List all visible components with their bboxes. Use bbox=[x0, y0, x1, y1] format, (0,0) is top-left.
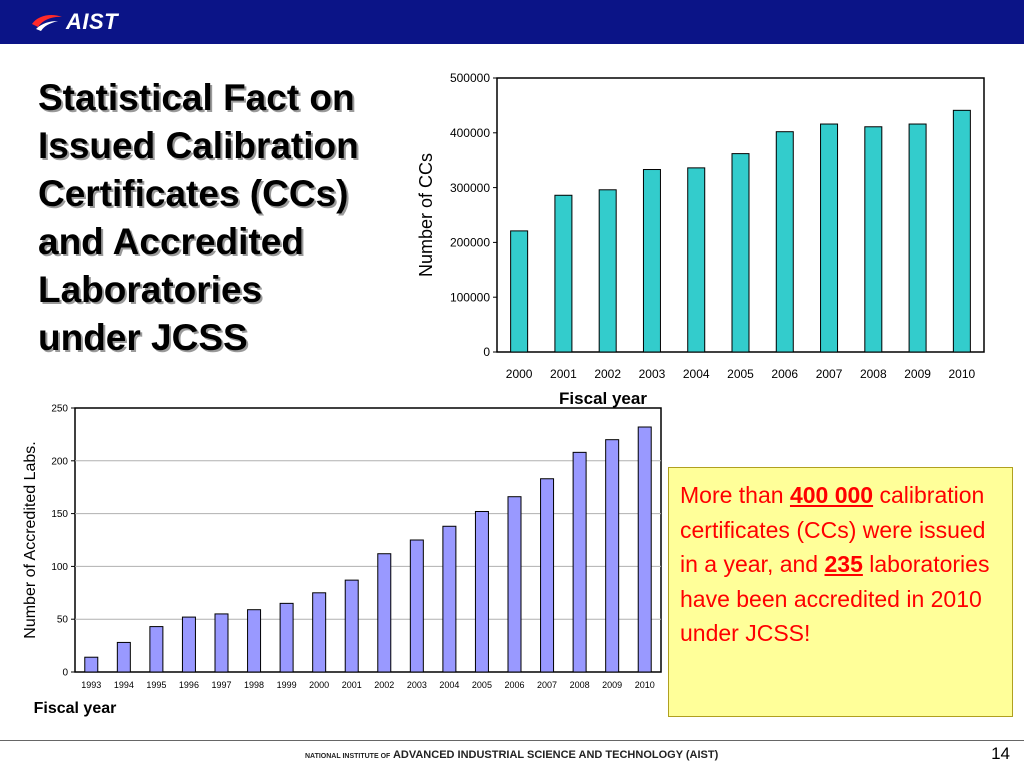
bar bbox=[605, 439, 620, 673]
bar bbox=[642, 169, 661, 353]
plot-area bbox=[74, 407, 662, 673]
bar bbox=[687, 167, 706, 353]
x-tick-label: 2004 bbox=[439, 680, 459, 690]
footer-divider bbox=[0, 740, 1024, 741]
title-line: under JCSS bbox=[38, 317, 248, 358]
bar bbox=[377, 553, 392, 673]
x-tick-label: 2007 bbox=[537, 680, 557, 690]
y-tick-label: 400000 bbox=[450, 126, 490, 140]
title-line: Issued Calibration bbox=[38, 125, 359, 166]
bar bbox=[312, 592, 327, 673]
bar bbox=[181, 616, 196, 673]
callout-text-1: More than bbox=[680, 482, 790, 508]
x-tick-label: 2001 bbox=[550, 367, 577, 381]
y-tick-label: 0 bbox=[483, 345, 490, 359]
title-line: and Accredited bbox=[38, 221, 304, 262]
title-line: Certificates (CCs) bbox=[38, 173, 349, 214]
logo-text: AIST bbox=[66, 9, 119, 34]
bar bbox=[572, 451, 587, 673]
footer-prefix: NATIONAL INSTITUTE OF bbox=[305, 753, 391, 760]
x-tick-label: 2006 bbox=[771, 367, 798, 381]
aist-swoosh-icon bbox=[32, 15, 62, 31]
bar bbox=[474, 510, 489, 673]
y-axis-title: Number of CCs bbox=[416, 153, 436, 277]
x-tick-label: 2009 bbox=[602, 680, 622, 690]
y-tick-label: 500000 bbox=[450, 71, 490, 85]
y-tick-label: 250 bbox=[51, 404, 68, 415]
y-tick-label: 200 bbox=[51, 456, 68, 467]
x-tick-label: 2007 bbox=[816, 367, 843, 381]
bar bbox=[598, 189, 617, 353]
bar bbox=[820, 123, 839, 353]
labs-bar-chart: 0 50 100 150 200 250 1993 1994 1995 1996 1997 1998 1… bbox=[22, 404, 662, 717]
bar bbox=[247, 609, 262, 673]
title-line: Statistical Fact on bbox=[38, 77, 355, 118]
x-tick-label: 1995 bbox=[146, 680, 166, 690]
x-tick-label: 2000 bbox=[506, 367, 533, 381]
x-tick-label: 2006 bbox=[504, 680, 524, 690]
y-tick-label: 300000 bbox=[450, 181, 490, 195]
x-tick-label: 2005 bbox=[727, 367, 754, 381]
x-tick-label: 2003 bbox=[639, 367, 666, 381]
bar bbox=[775, 131, 794, 353]
x-tick-label: 2002 bbox=[374, 680, 394, 690]
y-tick-label: 100 bbox=[51, 562, 68, 573]
summary-callout: More than 400 000 calibration certificat… bbox=[668, 467, 1013, 717]
bar bbox=[442, 525, 457, 673]
callout-text-2: calibration certificates (CCs) were issu… bbox=[680, 482, 986, 577]
y-tick-label: 100000 bbox=[450, 290, 490, 304]
y-tick-label: 150 bbox=[51, 509, 68, 520]
header-bar: AIST bbox=[0, 0, 1024, 44]
x-tick-label: 1998 bbox=[244, 680, 264, 690]
callout-highlight-labs: 235 bbox=[824, 551, 863, 577]
x-tick-label: 2010 bbox=[635, 680, 655, 690]
x-tick-label: 2000 bbox=[309, 680, 329, 690]
bar bbox=[952, 109, 971, 353]
x-axis-title: Fiscal year bbox=[34, 700, 117, 717]
bar bbox=[540, 478, 555, 673]
x-tick-label: 2005 bbox=[472, 680, 492, 690]
x-tick-label: 2009 bbox=[904, 367, 931, 381]
bar bbox=[510, 230, 529, 353]
bar bbox=[864, 126, 883, 353]
y-tick-label: 0 bbox=[62, 668, 68, 679]
bar bbox=[554, 194, 573, 353]
x-tick-label: 1996 bbox=[179, 680, 199, 690]
footer-name: ADVANCED INDUSTRIAL SCIENCE AND TECHNOLO… bbox=[392, 749, 719, 761]
page-title: Statistical Fact on Issued Calibration C… bbox=[38, 74, 398, 362]
bar bbox=[731, 153, 750, 353]
y-tick-label: 50 bbox=[57, 615, 69, 626]
x-tick-label: 2008 bbox=[570, 680, 590, 690]
bar bbox=[84, 656, 99, 673]
x-tick-label: 1999 bbox=[277, 680, 297, 690]
x-tick-label: 1993 bbox=[81, 680, 101, 690]
aist-logo: AIST bbox=[30, 9, 118, 35]
callout-highlight-ccs: 400 000 bbox=[789, 482, 874, 508]
bar bbox=[637, 426, 652, 673]
x-tick-label: 2004 bbox=[683, 367, 710, 381]
x-tick-label: 1997 bbox=[211, 680, 231, 690]
title-line: Laboratories bbox=[38, 269, 263, 310]
y-axis-title: Number of Accredited Labs. bbox=[22, 441, 39, 638]
callout-text-3: laboratories have been accredited in 201… bbox=[680, 551, 990, 646]
page-number: 14 bbox=[991, 744, 1010, 763]
bar bbox=[214, 613, 229, 673]
x-tick-label: 2002 bbox=[594, 367, 621, 381]
bar bbox=[344, 579, 359, 673]
x-tick-label: 2001 bbox=[342, 680, 362, 690]
x-tick-label: 2010 bbox=[949, 367, 976, 381]
bar bbox=[908, 123, 927, 353]
x-tick-label: 1994 bbox=[114, 680, 134, 690]
bar bbox=[409, 539, 424, 673]
bar bbox=[279, 602, 294, 673]
bar bbox=[149, 626, 164, 673]
x-tick-label: 2008 bbox=[860, 367, 887, 381]
x-axis-title: Fiscal year bbox=[559, 389, 647, 408]
ccs-bar-chart: 0 100000 200000 300000 400000 500000 2000 2001 2… bbox=[416, 71, 985, 408]
bar bbox=[507, 496, 522, 673]
y-tick-label: 200000 bbox=[450, 236, 490, 250]
bar bbox=[116, 641, 131, 673]
footer-institute: NATIONAL INSTITUTE OF ADVANCED INDUSTRIA… bbox=[305, 749, 718, 761]
x-tick-label: 2003 bbox=[407, 680, 427, 690]
